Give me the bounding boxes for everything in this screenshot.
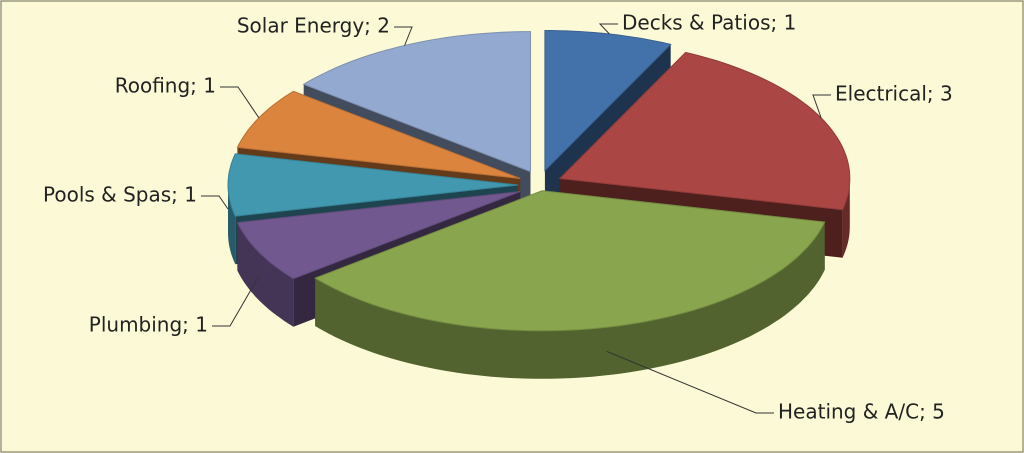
data-label: Electrical; 3 xyxy=(835,82,953,106)
data-label: Pools & Spas; 1 xyxy=(43,183,197,207)
data-label: Decks & Patios; 1 xyxy=(622,11,796,35)
slice-side xyxy=(315,222,825,379)
data-label: Heating & A/C; 5 xyxy=(778,400,945,424)
data-label: Plumbing; 1 xyxy=(89,313,208,337)
data-label: Roofing; 1 xyxy=(115,74,216,98)
leader-line xyxy=(812,94,831,118)
slice xyxy=(314,190,826,332)
leader-line xyxy=(606,350,774,414)
leader-line xyxy=(394,26,413,46)
leader-line xyxy=(220,86,260,119)
leader-line xyxy=(201,195,229,210)
slice-side xyxy=(228,185,236,265)
slice xyxy=(227,153,519,217)
data-label: Solar Energy; 2 xyxy=(237,14,390,38)
slice-side xyxy=(842,178,850,258)
leader-line xyxy=(212,275,260,327)
leader-line xyxy=(598,23,618,35)
slice-side xyxy=(237,222,294,327)
slice xyxy=(236,191,521,280)
